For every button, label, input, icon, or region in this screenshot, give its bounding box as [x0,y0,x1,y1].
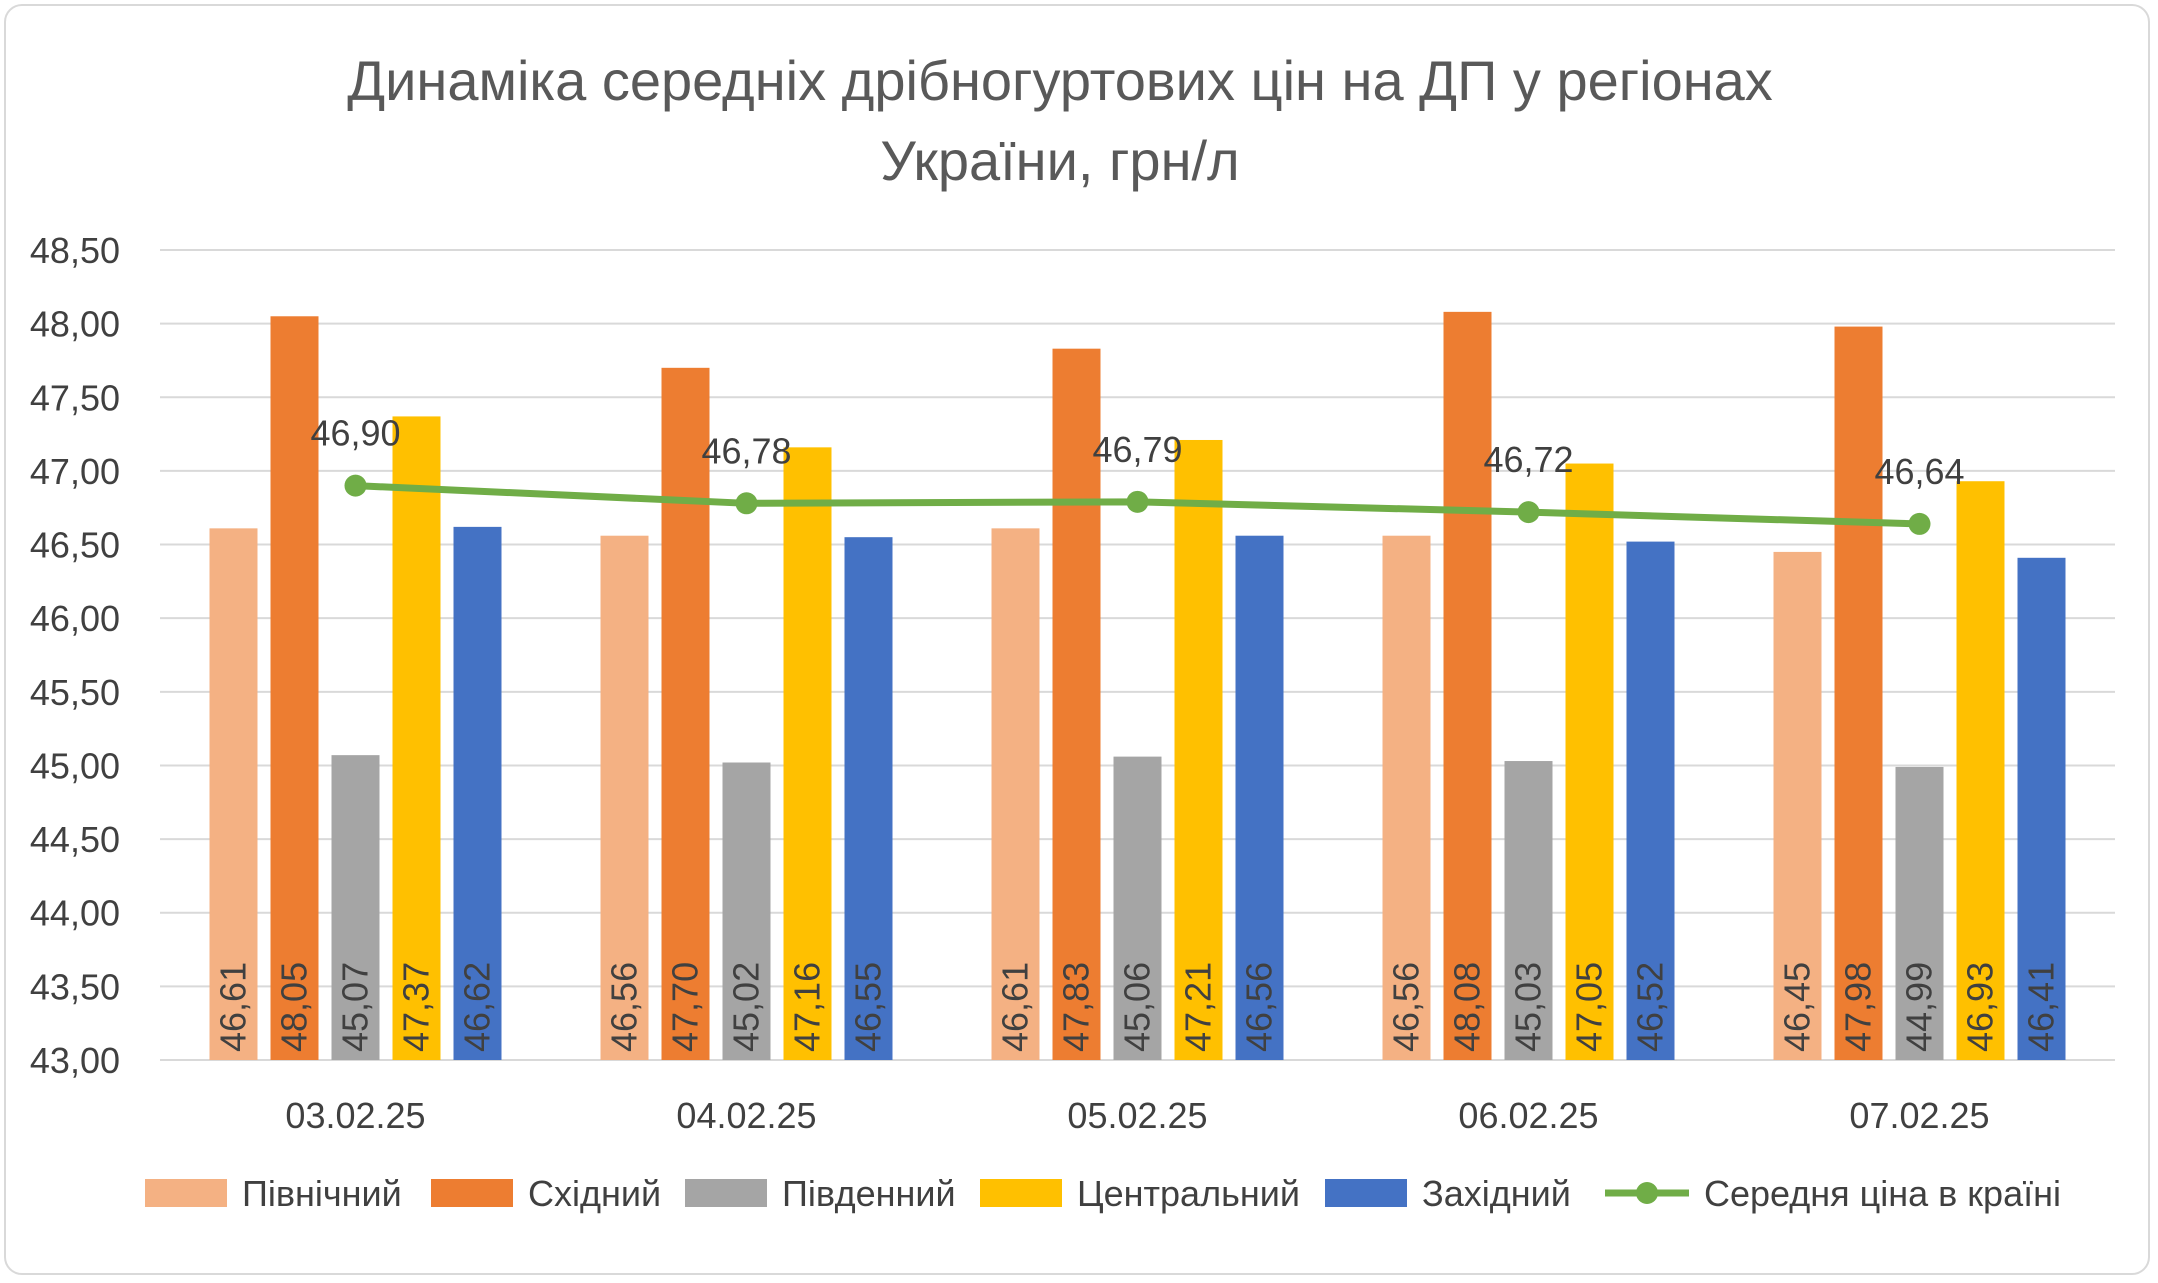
y-tick-label: 43,50 [30,966,120,1007]
bar [2017,557,2066,1060]
bar [661,367,710,1060]
x-tick-label: 04.02.25 [676,1095,816,1136]
bar [991,528,1040,1060]
average-line-data-label: 46,90 [310,413,400,454]
bar [1052,348,1101,1060]
bar-data-label: 46,56 [604,962,645,1052]
bar-data-label: 46,41 [2021,962,2062,1052]
bar-data-label: 48,08 [1447,962,1488,1052]
bar [1174,439,1223,1060]
y-tick-label: 46,00 [30,598,120,639]
legend-label: Центральний [1077,1173,1300,1214]
y-tick-label: 44,00 [30,893,120,934]
y-tick-label: 48,50 [30,230,120,271]
bar [392,416,441,1060]
y-tick-label: 45,50 [30,672,120,713]
y-tick-label: 44,50 [30,819,120,860]
bar [1895,766,1944,1060]
average-line-marker [735,492,758,515]
bar [783,447,832,1060]
bar [453,526,502,1060]
y-tick-label: 46,50 [30,525,120,566]
average-line: 46,90 46,78 46,79 46,72 46,64 [310,413,1965,535]
x-tick-label: 07.02.25 [1849,1095,1989,1136]
chart-title-line2: України, грн/л [880,129,1239,192]
y-tick-label: 47,50 [30,377,120,418]
bar-data-label: 46,56 [1239,962,1280,1052]
legend-swatch [980,1179,1062,1207]
average-line-marker [344,474,367,497]
legend-label: Середня ціна в країні [1704,1173,2061,1214]
bar [1504,761,1553,1060]
legend-label: Західний [1422,1173,1571,1214]
bar [209,528,258,1060]
legend-label: Південний [782,1173,956,1214]
average-line-data-label: 46,72 [1483,439,1573,480]
x-tick-label: 06.02.25 [1458,1095,1598,1136]
bar [1956,481,2005,1061]
legend-swatch [145,1179,227,1207]
bar-data-label: 47,05 [1569,962,1610,1052]
average-line-marker [1126,490,1149,513]
y-tick-label: 48,00 [30,304,120,345]
bar [600,535,649,1060]
x-tick-label: 03.02.25 [285,1095,425,1136]
average-line-data-label: 46,64 [1874,451,1964,492]
bar-data-label: 46,61 [213,962,254,1052]
y-tick-label: 45,00 [30,745,120,786]
x-axis-ticks: 03.02.25 04.02.25 05.02.25 06.02.25 07.02.25 [285,1095,1989,1136]
bar-data-label: 47,16 [787,962,828,1052]
bar [331,755,380,1060]
bar-data-label: 47,70 [665,962,706,1052]
legend-line-marker [1636,1182,1658,1204]
legend-label: Східний [528,1173,661,1214]
bar [270,316,319,1061]
bar-data-label: 47,98 [1838,962,1879,1052]
bar [1382,535,1431,1060]
bar [1626,541,1675,1060]
bar-data-label: 46,45 [1777,962,1818,1052]
bar [1565,463,1614,1061]
bar-data-label: 47,21 [1178,962,1219,1052]
legend-swatch [1325,1179,1407,1207]
legend-swatch [431,1179,513,1207]
legend: Північний Східний Південний Центральний Захі… [145,1173,2061,1214]
bar [1113,756,1162,1060]
bars: 46,61 48,05 45,07 47,37 46,62 46,56 47,70 45,02… [209,311,2066,1061]
bar-data-label: 46,55 [848,962,889,1052]
bar [1235,535,1284,1060]
x-tick-label: 05.02.25 [1067,1095,1207,1136]
bar-data-label: 44,99 [1899,962,1940,1052]
bar-data-label: 48,05 [274,962,315,1052]
bar [722,762,771,1060]
average-line-marker [1908,512,1931,535]
bar-data-label: 46,52 [1630,962,1671,1052]
bar [1773,551,1822,1060]
bar [1834,326,1883,1061]
average-line-marker [1517,501,1540,524]
bar-data-label: 46,56 [1386,962,1427,1052]
bar-data-label: 45,03 [1508,962,1549,1052]
bar [1443,311,1492,1060]
chart-title-line1: Динаміка середніх дрібногуртових цін на … [347,49,1773,112]
y-tick-label: 43,00 [30,1040,120,1081]
bar-data-label: 46,62 [457,962,498,1052]
bar-data-label: 46,61 [995,962,1036,1052]
bar-data-label: 47,37 [396,962,437,1052]
average-line-data-label: 46,78 [701,430,791,471]
bar-data-label: 45,06 [1117,962,1158,1052]
bar-data-label: 45,02 [726,962,767,1052]
y-axis-ticks: 43,00 43,50 44,00 44,50 45,00 45,50 46,00 46,50… [30,230,120,1081]
legend-label: Північний [242,1173,402,1214]
average-line-data-label: 46,79 [1092,429,1182,470]
legend-swatch [685,1179,767,1207]
y-tick-label: 47,00 [30,451,120,492]
bar-data-label: 47,83 [1056,962,1097,1052]
bar-data-label: 46,93 [1960,962,2001,1052]
bar-data-label: 45,07 [335,962,376,1052]
bar [844,537,893,1060]
